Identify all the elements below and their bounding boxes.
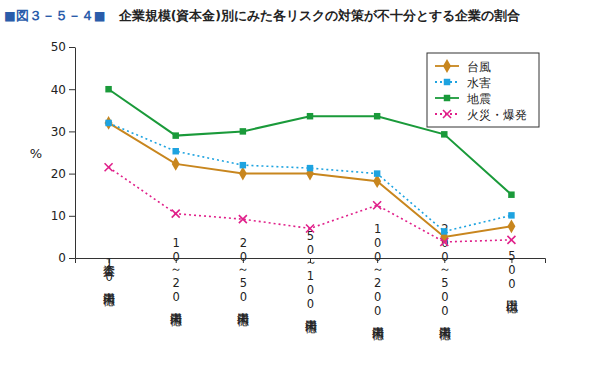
x-tick-label: 20～50億円未満 bbox=[236, 236, 250, 327]
series-marker bbox=[239, 167, 247, 181]
series-marker bbox=[105, 120, 111, 126]
series-marker bbox=[507, 219, 515, 233]
x-tick: 資本金10億円未満 bbox=[102, 256, 116, 307]
x-tick: 500億円以上 bbox=[505, 249, 519, 314]
y-axis: 0 10 20 30 40 50 bbox=[51, 40, 76, 265]
y-tick-mark bbox=[69, 174, 75, 175]
y-axis-title: % bbox=[30, 146, 42, 161]
x-axis: 資本金10億円未満 10～20億円未満 20～50億円未満 50～100億円未満 100… bbox=[76, 222, 546, 341]
series-marker bbox=[374, 170, 380, 176]
x-tick-label: 50～100億円未満 bbox=[304, 229, 318, 334]
series-marker bbox=[373, 201, 381, 209]
y-tick-mark bbox=[69, 47, 75, 48]
legend: 台風水害地震火災・爆発 bbox=[427, 53, 539, 127]
legend-marker bbox=[443, 59, 451, 73]
series-marker bbox=[307, 165, 313, 171]
y-tick-mark bbox=[69, 258, 75, 259]
y-tick: 50 bbox=[51, 40, 75, 54]
legend-marker bbox=[443, 110, 451, 118]
y-tick-label: 40 bbox=[51, 83, 66, 97]
legend-marker bbox=[444, 95, 450, 101]
y-tick-label: 10 bbox=[51, 209, 66, 223]
series-marker bbox=[172, 148, 178, 154]
series-line bbox=[109, 167, 512, 242]
series-marker bbox=[240, 162, 246, 168]
x-tick-label: 500億円以上 bbox=[505, 249, 519, 314]
title: ■図３－５－４■ 企業規模(資本金)別にみた各リスクの対策が不十分とする企業の割… bbox=[4, 8, 520, 23]
y-tick-label: 20 bbox=[51, 167, 66, 181]
y-tick-label: 0 bbox=[58, 251, 66, 265]
y-tick: 30 bbox=[51, 125, 75, 139]
series-marker bbox=[374, 113, 380, 119]
x-tick: 20～50億円未満 bbox=[236, 236, 250, 327]
x-tick-label: 200～500億円未満 bbox=[438, 222, 452, 341]
series-marker bbox=[507, 236, 515, 244]
series-marker bbox=[441, 131, 447, 137]
x-tick-label: 10～20億円未満 bbox=[169, 236, 183, 327]
series-marker bbox=[105, 163, 113, 171]
y-tick: 40 bbox=[51, 83, 75, 97]
x-tick-label: 100～200億円未満 bbox=[371, 222, 385, 341]
series-marker bbox=[306, 224, 314, 232]
series-marker bbox=[172, 157, 180, 171]
y-axis-line bbox=[75, 48, 76, 259]
x-tick: 50～100億円未満 bbox=[304, 229, 318, 334]
legend-label: 台風 bbox=[467, 60, 491, 74]
series-marker bbox=[508, 191, 514, 197]
series-marker bbox=[307, 113, 313, 119]
series-marker bbox=[172, 210, 180, 218]
y-tick-mark bbox=[69, 89, 75, 90]
y-tick: 0 bbox=[58, 251, 75, 265]
series-marker bbox=[508, 212, 514, 218]
x-tick: 200～500億円未満 bbox=[438, 222, 452, 341]
x-tick: 100～200億円未満 bbox=[371, 222, 385, 341]
series-marker bbox=[240, 128, 246, 134]
series-marker bbox=[441, 228, 447, 234]
y-tick-mark bbox=[69, 216, 75, 217]
x-tick-label: 資本金10億円未満 bbox=[102, 256, 116, 307]
series-marker bbox=[172, 132, 178, 138]
y-tick: 20 bbox=[51, 167, 75, 181]
legend-label: 地震 bbox=[466, 92, 491, 106]
x-tick: 10～20億円未満 bbox=[169, 236, 183, 327]
y-tick: 10 bbox=[51, 209, 75, 223]
y-tick-label: 30 bbox=[51, 125, 66, 139]
series-marker bbox=[105, 116, 113, 130]
y-tick-label: 50 bbox=[51, 40, 66, 54]
legend-box bbox=[427, 53, 539, 127]
legend-marker bbox=[444, 79, 450, 85]
series-marker bbox=[440, 238, 448, 246]
chart: ■図３－５－４■ 企業規模(資本金)別にみた各リスクの対策が不十分とする企業の割… bbox=[0, 0, 600, 384]
legend-label: 水害 bbox=[467, 76, 491, 90]
series-marker bbox=[239, 215, 247, 223]
legend-label: 火災・爆発 bbox=[467, 108, 527, 122]
y-tick-mark bbox=[69, 131, 75, 132]
series-marker bbox=[105, 86, 111, 92]
